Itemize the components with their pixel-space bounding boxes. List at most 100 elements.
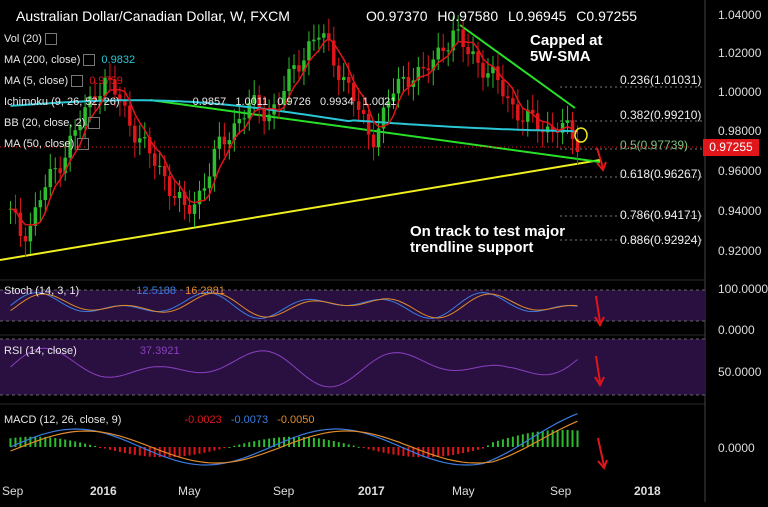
stoch-d-line bbox=[10, 292, 578, 319]
macd-hist-bar bbox=[317, 438, 320, 447]
candle-body bbox=[471, 51, 475, 55]
macd-hist-bar bbox=[506, 437, 509, 447]
x-tick: May bbox=[452, 484, 475, 498]
candle-body bbox=[371, 134, 376, 148]
macd-hist-bar bbox=[128, 447, 131, 454]
macd-hist-bar bbox=[477, 447, 480, 450]
rsi-legend[interactable]: RSI (14, close) 37.3921 bbox=[4, 345, 180, 357]
fib-label: 0.786(0.94171) bbox=[620, 208, 702, 222]
rsi-tick: 50.0000 bbox=[718, 365, 762, 379]
x-tick: May bbox=[178, 484, 201, 498]
macd-hist-bar bbox=[327, 440, 330, 447]
rsi-label: RSI (14, close) bbox=[4, 345, 77, 357]
macd-hist-bar bbox=[337, 442, 340, 447]
macd-hist-bar bbox=[243, 443, 246, 447]
candle-body bbox=[237, 118, 242, 124]
candle-body bbox=[162, 165, 167, 177]
candle-body bbox=[172, 196, 177, 198]
macd-hist-bar bbox=[452, 447, 455, 455]
annotation-line: On track to test major bbox=[410, 223, 566, 240]
candle-body bbox=[262, 108, 266, 122]
macd-hist-bar bbox=[322, 439, 325, 447]
settings-icon[interactable] bbox=[44, 33, 57, 46]
candle-body bbox=[18, 212, 23, 237]
annotation-track: On track to test major trendline support bbox=[410, 224, 565, 256]
candle-body bbox=[545, 126, 550, 133]
macd-hist-bar bbox=[521, 434, 524, 447]
fib-label: 0.886(0.92924) bbox=[620, 233, 702, 247]
macd-hist-bar bbox=[442, 447, 445, 457]
x-tick: Sep bbox=[550, 484, 572, 498]
macd-hist-bar bbox=[74, 441, 77, 447]
settings-icon[interactable] bbox=[88, 117, 101, 130]
settings-icon[interactable] bbox=[77, 138, 90, 151]
settings-icon[interactable] bbox=[83, 54, 96, 67]
macd-hist-bar bbox=[59, 438, 62, 447]
candle-body bbox=[312, 39, 316, 42]
x-tick: 2018 bbox=[634, 484, 661, 498]
candle-body bbox=[521, 120, 525, 122]
stoch-legend[interactable]: Stoch (14, 3, 1) 12.5188 16.2881 bbox=[4, 285, 225, 297]
candle-body bbox=[232, 123, 237, 141]
candle-body bbox=[526, 109, 530, 122]
annotation-capped: Capped at 5W-SMA bbox=[530, 33, 603, 65]
indicator-vol[interactable]: Vol (20) bbox=[4, 33, 57, 46]
candle-body bbox=[73, 130, 77, 136]
macd-hist-bar bbox=[84, 443, 87, 447]
price-tick: 0.94000 bbox=[718, 204, 762, 218]
candle-body bbox=[327, 33, 331, 41]
annotation-line: Capped at bbox=[530, 32, 603, 49]
indicator-ichimoku[interactable]: Ichimoku (9, 26, 52, 26) 0.9857 1.0011 0… bbox=[4, 96, 396, 108]
macd-hist-bar bbox=[168, 447, 171, 458]
macd-hist-bar bbox=[307, 437, 310, 447]
macd-hist-bar bbox=[427, 447, 430, 458]
macd-hist-bar bbox=[501, 439, 504, 447]
candle-body bbox=[575, 139, 580, 152]
candle-body bbox=[441, 47, 445, 51]
macd-hist-bar bbox=[511, 436, 514, 447]
fib-label: 0.618(0.96267) bbox=[620, 167, 702, 181]
macd-hist-bar bbox=[357, 446, 360, 448]
indicator-bb[interactable]: BB (20, close, 2) bbox=[4, 117, 101, 130]
settings-icon[interactable] bbox=[71, 75, 84, 88]
ma200-label: MA (200, close) bbox=[4, 54, 81, 66]
macd-hist-bar bbox=[377, 447, 380, 452]
macd-hist-bar bbox=[213, 447, 216, 451]
candle-body bbox=[28, 225, 33, 242]
candle-body bbox=[381, 107, 386, 129]
macd-hist-bar bbox=[79, 442, 82, 447]
candle-body bbox=[108, 77, 112, 80]
candle-body bbox=[43, 187, 48, 201]
annotation-line: 5W-SMA bbox=[530, 48, 591, 65]
candle-body bbox=[396, 78, 401, 94]
indicator-ma200[interactable]: MA (200, close) 0.9832 bbox=[4, 54, 135, 67]
candle-body bbox=[212, 148, 217, 177]
macd-hist-bar bbox=[133, 447, 136, 455]
highlight-circle bbox=[574, 127, 588, 143]
candle-body bbox=[491, 66, 495, 74]
macd-hist-bar bbox=[422, 447, 425, 458]
macd-hist-bar bbox=[54, 438, 57, 447]
arrow-down-stoch bbox=[594, 295, 605, 328]
macd-hist-bar bbox=[238, 444, 241, 447]
stoch-k-value: 12.5188 bbox=[136, 285, 177, 297]
symbol-title[interactable]: Australian Dollar/Canadian Dollar, W, FX… bbox=[16, 8, 290, 24]
macd-hist-bar bbox=[99, 447, 102, 448]
macd-hist-bar bbox=[462, 447, 465, 454]
ichimoku-value: 0.9857 bbox=[192, 96, 227, 108]
candle-body bbox=[346, 77, 351, 83]
macd-hist-bar bbox=[288, 436, 291, 447]
candle-body bbox=[242, 118, 247, 120]
macd-tick: 0.0000 bbox=[718, 441, 755, 455]
indicator-ma5[interactable]: MA (5, close) 0.9759 bbox=[4, 75, 123, 88]
macd-hist-bar bbox=[113, 447, 116, 451]
macd-hist-bar bbox=[397, 447, 400, 456]
macd-legend[interactable]: MACD (12, 26, close, 9) -0.0023 -0.0073 … bbox=[4, 414, 315, 426]
candle-body bbox=[366, 113, 371, 135]
candle-body bbox=[431, 59, 436, 71]
candle-body bbox=[332, 40, 336, 66]
candle-body bbox=[252, 95, 256, 104]
indicator-ma50[interactable]: MA (50, close) bbox=[4, 138, 90, 151]
macd-hist-bar bbox=[188, 447, 191, 456]
